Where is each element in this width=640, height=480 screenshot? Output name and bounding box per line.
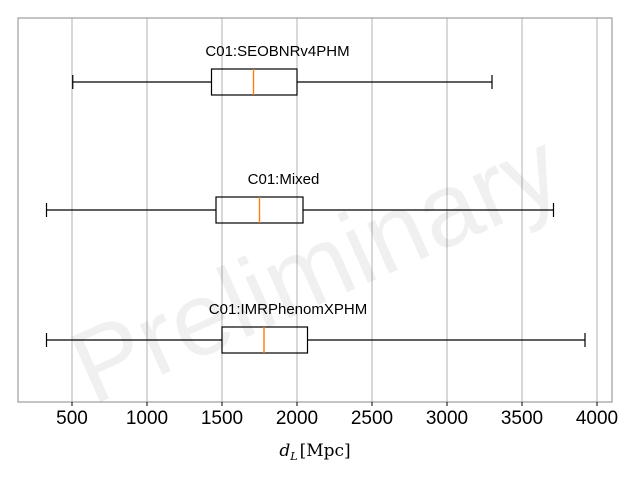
- x-tick-label: 1500: [201, 408, 243, 429]
- iqr-box: [221, 326, 309, 354]
- box-series: C01:IMRPhenomXPHM: [45, 301, 586, 354]
- boxes-layer: C01:SEOBNRv4PHM C01:Mixed C01:IMRPhenomXPH…: [45, 43, 586, 354]
- plot-frame: [17, 17, 613, 403]
- x-tick-label: 1000: [126, 408, 168, 429]
- watermark-preliminary: Preliminary: [55, 109, 577, 427]
- box-series: C01:SEOBNRv4PHM: [72, 43, 493, 96]
- x-tick-label: 3500: [501, 408, 543, 429]
- x-tick-label: 500: [56, 408, 88, 429]
- x-tick-labels: 500 1000 1500 2000 2500 3000 3500 4000: [56, 402, 618, 429]
- x-tick-label: 4000: [576, 408, 618, 429]
- series-label: C01:Mixed: [248, 171, 320, 188]
- x-tick-label: 2500: [351, 408, 393, 429]
- x-tick-label: 2000: [276, 408, 318, 429]
- iqr-box: [210, 68, 298, 96]
- box-series: C01:Mixed: [45, 171, 555, 224]
- series-label: C01:SEOBNRv4PHM: [205, 43, 349, 60]
- x-axis-label: dL [Mpc]: [279, 441, 350, 463]
- series-label: C01:IMRPhenomXPHM: [209, 301, 367, 318]
- x-tick-label: 3000: [426, 408, 468, 429]
